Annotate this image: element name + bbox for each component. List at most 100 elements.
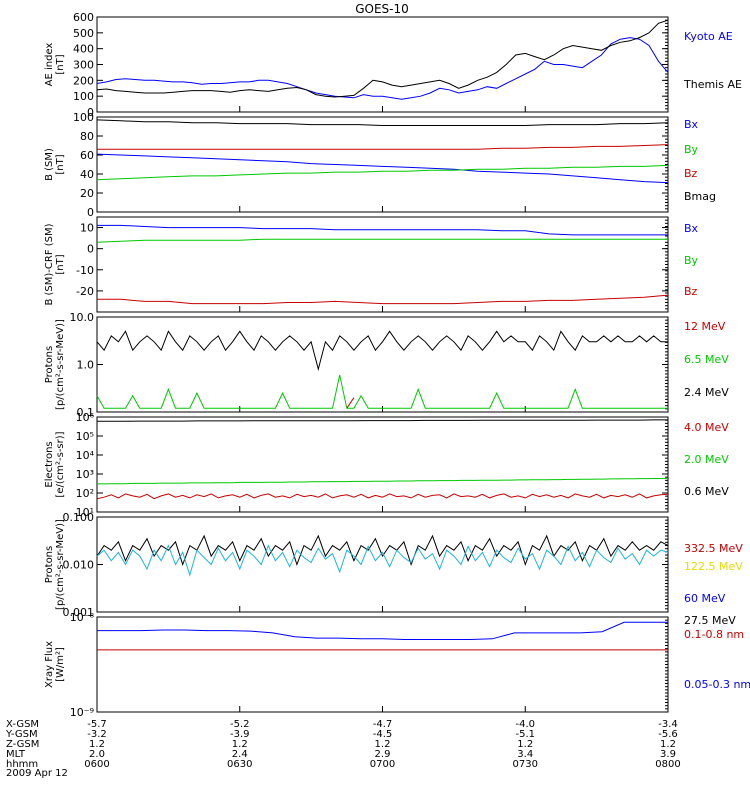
footer-value-3-3: 3.4 bbox=[517, 749, 533, 760]
y-axis-label-5-0: Protons bbox=[44, 546, 55, 583]
series-line-3-2 bbox=[346, 397, 355, 409]
y-tick-label-4-0: 10¹ bbox=[76, 506, 94, 519]
footer-value-0-4: 0600 bbox=[84, 759, 109, 770]
panel-frame-6 bbox=[96, 616, 669, 713]
y-tick-label-4-5: 10⁶ bbox=[76, 411, 95, 424]
series-line-3-1 bbox=[96, 374, 668, 409]
legend-label-4-1: 2.0 MeV bbox=[684, 453, 729, 466]
footer-value-4-4: 0800 bbox=[655, 759, 680, 770]
y-tick-label-0-6: 600 bbox=[73, 11, 94, 24]
y-tick-label-0-1: 100 bbox=[73, 90, 94, 103]
legend-label-4-0: 4.0 MeV bbox=[684, 421, 729, 434]
series-line-1-0 bbox=[96, 153, 669, 184]
y-tick-label-3-1: 1.0 bbox=[77, 359, 95, 372]
chart-title: GOES-10 bbox=[355, 2, 409, 16]
y-tick-label-4-2: 10³ bbox=[76, 468, 94, 481]
series-line-4-1 bbox=[97, 477, 669, 485]
y-tick-label-4-3: 10⁴ bbox=[76, 449, 95, 462]
series-line-4-0 bbox=[96, 493, 669, 500]
y-tick-label-5-2: 0.100 bbox=[63, 511, 95, 524]
y-tick-label-1-1: 20 bbox=[80, 187, 94, 200]
footer-row-label-0: X-GSM bbox=[6, 719, 39, 730]
y-axis-label-4-0: Electrons bbox=[44, 441, 55, 487]
footer-value-4-0: -3.4 bbox=[658, 719, 678, 730]
legend-label-5-1: 122.5 MeV bbox=[684, 560, 743, 573]
y-tick-label-5-0: 0.001 bbox=[63, 606, 95, 619]
footer-row-label-3: MLT bbox=[6, 749, 26, 760]
series-line-2-2 bbox=[97, 294, 669, 305]
footer-value-4-1: -5.6 bbox=[658, 729, 678, 740]
y-tick-label-0-2: 200 bbox=[73, 74, 94, 87]
footer-value-2-1: -4.5 bbox=[373, 729, 393, 740]
legend-label-3-2: 2.4 MeV bbox=[684, 386, 729, 399]
footer-value-0-3: 2.0 bbox=[89, 749, 105, 760]
y-axis-label-4-1: [e/(cm²-s-sr)] bbox=[55, 431, 66, 497]
y-tick-label-3-0: 0.1 bbox=[77, 406, 95, 419]
y-tick-label-1-3: 60 bbox=[80, 149, 94, 162]
series-line-5-1 bbox=[96, 544, 669, 577]
y-axis-label-0-1: [nT] bbox=[55, 54, 66, 74]
y-tick-label-3-2: 10.0 bbox=[70, 311, 95, 324]
y-axis-label-6-1: [W/m²] bbox=[55, 647, 66, 682]
footer-value-2-4: 0700 bbox=[370, 759, 395, 770]
panel-frame-3 bbox=[96, 316, 669, 413]
series-line-2-1 bbox=[96, 238, 668, 243]
panel-frame-2 bbox=[96, 216, 669, 313]
footer-value-1-3: 2.4 bbox=[232, 749, 248, 760]
y-axis-label-6-0: Xray Flux bbox=[44, 641, 55, 688]
footer-value-3-1: -5.1 bbox=[515, 729, 535, 740]
y-axis-label-1-0: B (SM) bbox=[44, 148, 55, 181]
y-axis-label-1-1: [nT] bbox=[55, 154, 66, 174]
series-line-5-0 bbox=[96, 534, 669, 567]
footer-value-0-2: 1.2 bbox=[89, 739, 105, 750]
footer-value-3-2: 1.2 bbox=[517, 739, 533, 750]
footer-value-0-1: -3.2 bbox=[87, 729, 107, 740]
y-tick-label-0-0: 0 bbox=[87, 106, 94, 119]
legend-label-3-0: 12 MeV bbox=[684, 320, 726, 333]
footer-row-label-5: 2009 Apr 12 bbox=[6, 768, 68, 779]
legend-label-1-3: Bmag bbox=[684, 190, 716, 203]
y-tick-label-5-1: 0.010 bbox=[63, 559, 95, 572]
footer-value-2-0: -4.7 bbox=[373, 719, 393, 730]
footer-value-2-2: 1.2 bbox=[375, 739, 391, 750]
panel-frame-4 bbox=[96, 416, 669, 513]
series-line-0-0 bbox=[96, 37, 669, 100]
footer-value-0-0: -5.7 bbox=[87, 719, 107, 730]
footer-value-3-4: 0730 bbox=[513, 759, 538, 770]
legend-label-2-0: Bx bbox=[684, 222, 699, 235]
footer-value-1-4: 0630 bbox=[227, 759, 252, 770]
footer-row-label-1: Y-GSM bbox=[5, 729, 38, 740]
series-line-4-2 bbox=[97, 419, 668, 422]
y-axis-label-3-0: Protons bbox=[44, 346, 55, 383]
y-tick-label-0-4: 400 bbox=[73, 43, 94, 56]
series-line-6-0 bbox=[97, 621, 668, 640]
y-axis-label-5-1: [p/(cm²-s-sr-MeV)] bbox=[55, 519, 66, 610]
legend-label-0-1: Themis AE bbox=[683, 78, 742, 91]
legend-label-1-0: Bx bbox=[684, 118, 699, 131]
series-line-1-2 bbox=[97, 144, 669, 150]
footer-value-1-2: 1.2 bbox=[232, 739, 248, 750]
series-line-3-0 bbox=[96, 330, 668, 372]
legend-label-2-2: Bz bbox=[684, 285, 698, 298]
footer-value-1-1: -3.9 bbox=[230, 729, 250, 740]
y-tick-label-6-1: 10⁻⁸ bbox=[70, 611, 95, 624]
footer-value-3-0: -4.0 bbox=[515, 719, 535, 730]
series-line-1-1 bbox=[96, 164, 669, 181]
legend-label-1-2: Bz bbox=[684, 167, 698, 180]
y-tick-label-1-0: 0 bbox=[87, 206, 94, 219]
y-tick-label-1-2: 40 bbox=[80, 168, 94, 181]
y-tick-label-2-3: 10 bbox=[80, 222, 94, 235]
y-axis-label-2-1: [nT] bbox=[55, 254, 66, 274]
series-line-2-0 bbox=[97, 224, 668, 236]
legend-label-6-0: 0.1-0.8 nm bbox=[684, 628, 744, 641]
footer-row-label-2: Z-GSM bbox=[6, 739, 39, 750]
y-tick-label-1-4: 80 bbox=[80, 130, 94, 143]
y-axis-label-3-1: [p/(cm²-s-sr-MeV)] bbox=[55, 319, 66, 410]
footer-value-4-3: 3.9 bbox=[660, 749, 676, 760]
footer-value-1-0: -5.2 bbox=[230, 719, 250, 730]
legend-label-3-1: 6.5 MeV bbox=[684, 353, 729, 366]
y-axis-label-0-0: AE index bbox=[44, 43, 55, 87]
y-tick-label-0-3: 300 bbox=[73, 59, 94, 72]
footer-value-2-3: 2.9 bbox=[375, 749, 391, 760]
